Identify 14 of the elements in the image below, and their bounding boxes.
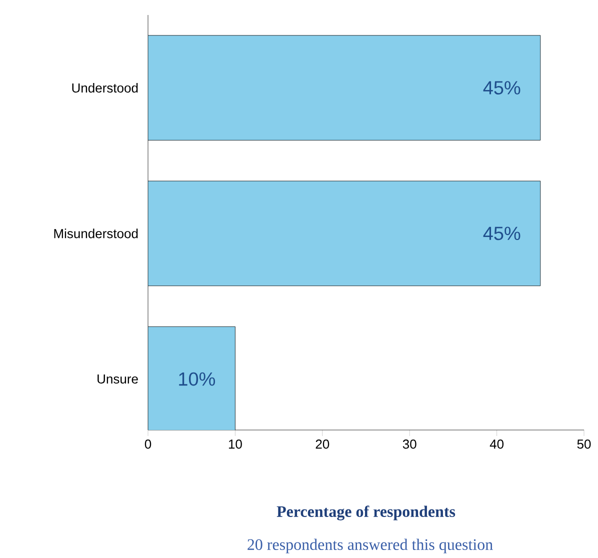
- data-label: 45%: [483, 226, 520, 240]
- x-tick-label: 0: [144, 440, 152, 449]
- x-tick-label: 10: [228, 440, 242, 449]
- x-axis-title: Percentage of respondents: [276, 506, 456, 520]
- x-tick-label: 40: [490, 440, 504, 449]
- data-label: 10%: [179, 372, 215, 386]
- x-tick-label: 30: [402, 440, 416, 449]
- y-tick-label: Understood: [72, 83, 138, 93]
- x-tick-label: 20: [316, 440, 330, 449]
- y-tick-label: Misunderstood: [54, 228, 138, 238]
- y-tick-label: Unsure: [98, 374, 138, 384]
- x-tick-label: 50: [577, 440, 591, 449]
- data-label: 45%: [483, 81, 520, 94]
- text: 20 respondents answered this question: [248, 538, 493, 554]
